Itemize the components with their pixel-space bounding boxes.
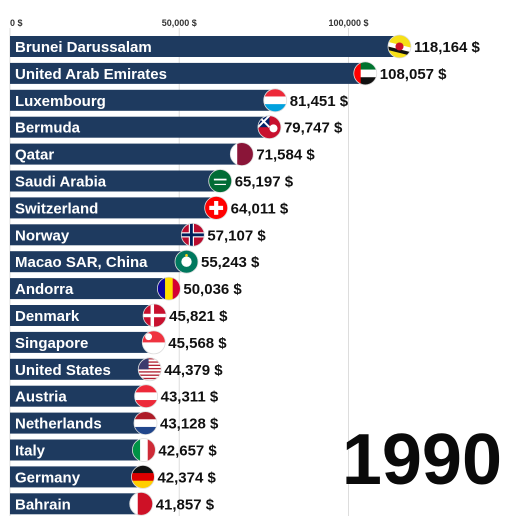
value-label: 65,197 $: [235, 174, 294, 191]
x-tick-label: 50,000 $: [162, 18, 197, 28]
bar-group: Bahrain 41,857 $: [10, 491, 215, 516]
bar: [10, 412, 145, 434]
bar: [10, 278, 168, 300]
value-label: 64,011 $: [231, 200, 289, 217]
category-label: Singapore: [15, 335, 88, 352]
category-label: Macao SAR, China: [15, 254, 148, 271]
bar-group: Switzerland 64,011 $: [10, 195, 289, 220]
value-label: 118,164 $: [414, 39, 481, 56]
germany-flag-icon: [131, 464, 155, 489]
bar-group: Andorra 50,036 $: [10, 276, 242, 301]
category-label: Bahrain: [15, 496, 71, 513]
bahrain-flag-icon: [129, 491, 154, 516]
bar-group: Luxembourg 81,451 $: [10, 88, 349, 113]
bar-group: Norway 57,107 $: [10, 222, 266, 247]
value-label: 43,311 $: [161, 389, 219, 406]
united-states-flag-icon: [137, 357, 162, 382]
denmark-flag-icon: [142, 303, 167, 328]
category-label: United Arab Emirates: [15, 66, 167, 83]
value-label: 108,057 $: [380, 66, 447, 83]
bar: [10, 62, 365, 84]
austria-flag-icon: [134, 384, 159, 409]
value-label: 45,568 $: [168, 335, 227, 352]
bar-group: Germany 42,374 $: [10, 464, 216, 489]
value-label: 50,036 $: [183, 281, 242, 298]
category-label: Luxembourg: [15, 93, 106, 110]
switzerland-flag-icon: [204, 195, 229, 220]
value-label: 57,107 $: [207, 227, 266, 244]
bar-group: Denmark 45,821 $: [10, 303, 228, 328]
bar-group: Saudi Arabia 65,197 $: [10, 169, 294, 193]
bar: [10, 36, 399, 57]
value-label: 45,821 $: [169, 308, 228, 325]
bar: [10, 197, 216, 219]
category-label: Saudi Arabia: [15, 174, 107, 191]
brunei-flag-icon: [387, 34, 412, 59]
bar-group: Singapore 45,568 $: [10, 330, 227, 355]
category-label: Norway: [15, 227, 70, 244]
category-label: Denmark: [15, 308, 80, 325]
macao-flag-icon: [174, 249, 199, 274]
value-label: 42,374 $: [157, 469, 216, 486]
value-label: 71,584 $: [256, 147, 315, 164]
value-label: 41,857 $: [156, 496, 215, 513]
bar-group: United Arab Emirates 108,057 $: [10, 61, 447, 86]
x-axis-ticks: 0 $ 50,000 $ 100,000 $: [10, 18, 369, 28]
saudi-arabia-flag-icon: [208, 169, 233, 193]
value-label: 81,451 $: [290, 93, 349, 110]
bar-group: Netherlands 43,128 $: [10, 411, 219, 436]
bar: [10, 358, 149, 380]
bar: [10, 493, 141, 515]
value-label: 43,128 $: [160, 416, 219, 433]
x-tick-label: 0 $: [10, 18, 23, 28]
category-label: Andorra: [15, 281, 74, 298]
x-tick-label: 100,000 $: [328, 18, 368, 28]
bar-group: Italy 42,657 $: [10, 438, 217, 462]
bar: [10, 143, 241, 165]
bar: [10, 439, 143, 461]
uae-flag-icon: [353, 61, 378, 86]
bar-group: Qatar 71,584 $: [10, 142, 315, 167]
value-label: 42,657 $: [158, 443, 217, 460]
bar: [10, 385, 146, 407]
bar-group: Brunei Darussalam 118,164 $: [10, 34, 481, 59]
bar-group: Macao SAR, China 55,243 $: [10, 249, 260, 274]
category-label: Qatar: [15, 147, 54, 164]
bar: [10, 331, 153, 353]
netherlands-flag-icon: [133, 411, 158, 436]
category-label: Austria: [15, 389, 67, 406]
bar: [10, 224, 192, 246]
singapore-flag-icon: [141, 330, 166, 355]
category-label: Netherlands: [15, 416, 102, 433]
italy-flag-icon: [131, 438, 156, 462]
bar: [10, 170, 220, 192]
category-label: United States: [15, 362, 111, 379]
luxembourg-flag-icon: [263, 88, 288, 113]
category-label: Germany: [15, 469, 81, 486]
category-label: Switzerland: [15, 200, 98, 217]
category-label: Bermuda: [15, 120, 81, 137]
bar-group: Austria 43,311 $: [10, 384, 219, 409]
value-label: 44,379 $: [164, 362, 223, 379]
bermuda-flag-icon: [257, 115, 282, 140]
bar: [10, 466, 142, 488]
bar: [10, 305, 154, 326]
bar: [10, 251, 186, 273]
category-label: Brunei Darussalam: [15, 39, 152, 56]
bar-group: United States 44,379 $: [10, 357, 223, 382]
bar: [10, 116, 269, 138]
bar: [10, 89, 275, 111]
bar-group: Bermuda 79,747 $: [10, 115, 343, 140]
norway-flag-icon: [180, 222, 205, 247]
andorra-flag-icon: [156, 276, 181, 301]
qatar-flag-icon: [229, 142, 254, 167]
category-label: Italy: [15, 443, 46, 460]
value-label: 55,243 $: [201, 254, 260, 271]
year-label: 1990: [342, 420, 502, 500]
bars: Brunei Darussalam 118,164 $ United Arab Em…: [10, 34, 481, 516]
value-label: 79,747 $: [284, 120, 343, 137]
